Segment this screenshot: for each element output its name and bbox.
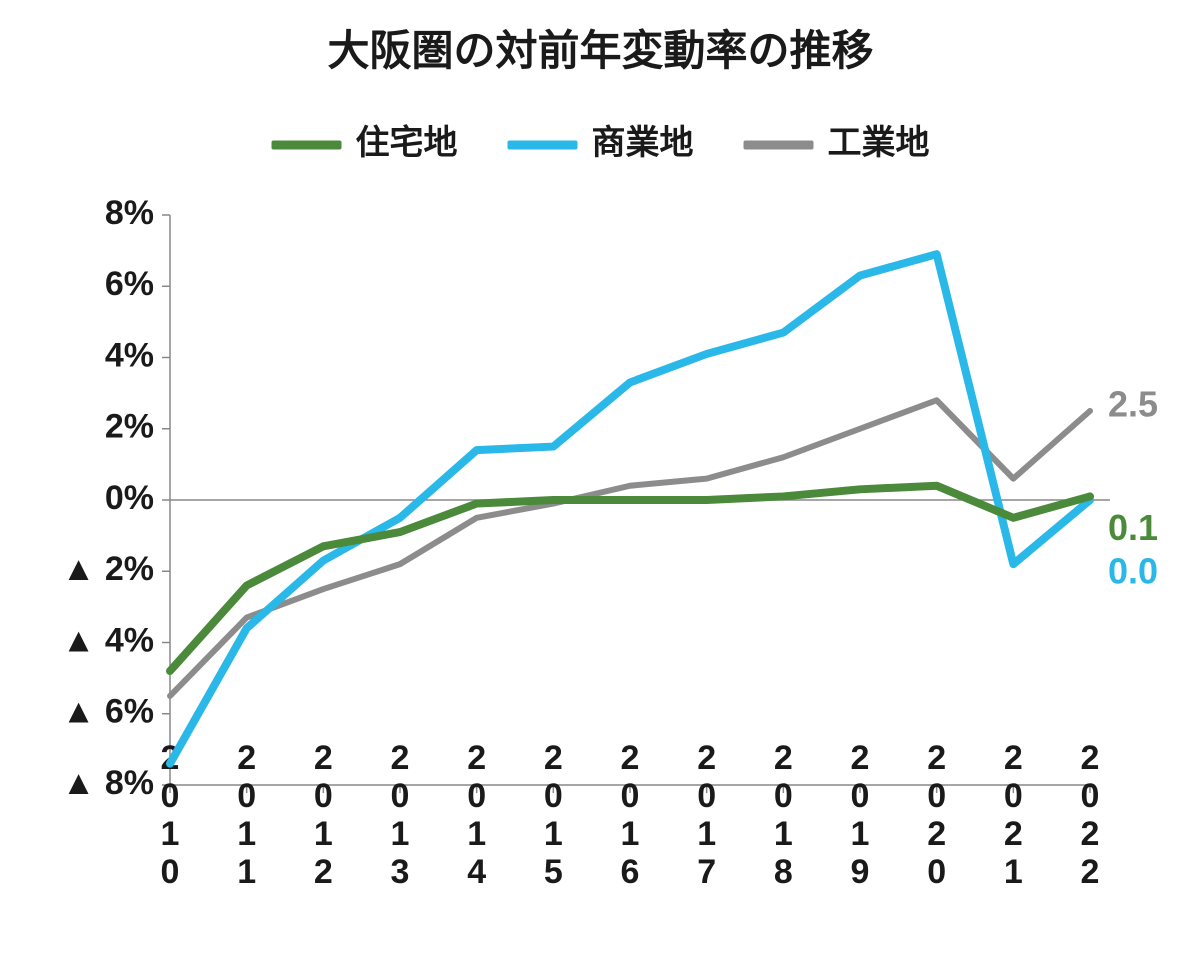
series-end-label: 0.1: [1108, 507, 1158, 548]
x-tick-label: 2015: [534, 739, 572, 891]
y-tick-label: ▲ 2%: [62, 550, 154, 588]
series-end-label: 0.0: [1108, 551, 1158, 592]
y-tick-label: ▲ 6%: [62, 693, 154, 731]
y-tick-label: 0%: [105, 479, 154, 517]
chart-container: { "chart": { "type": "line", "title": "大…: [0, 0, 1201, 956]
x-tick-label: 2014: [458, 739, 496, 891]
x-tick-label: 2018: [764, 739, 802, 891]
chart-svg: 大阪圏の対前年変動率の推移住宅地 商業地 工業地 ▲ 8% ▲ 6% ▲ 4% ▲ 2% 0%…: [0, 0, 1201, 956]
legend-swatch: [508, 141, 578, 150]
x-tick-label: 2012: [304, 739, 342, 891]
x-tick-label: 2016: [611, 739, 649, 891]
y-tick-label: 6%: [105, 265, 154, 303]
x-tick-label: 2022: [1071, 739, 1109, 891]
legend-swatch: [272, 141, 342, 150]
legend-label: 住宅地: [356, 123, 458, 162]
y-tick-label: 2%: [105, 408, 154, 446]
y-tick-label: 4%: [105, 336, 154, 374]
y-tick-label: ▲ 8%: [62, 764, 154, 802]
y-tick-label: ▲ 4%: [62, 621, 154, 659]
legend-label: 工業地: [828, 124, 930, 162]
x-tick-label: 2021: [994, 739, 1032, 891]
series-end-label: 2.5: [1108, 383, 1158, 424]
legend-label: 商業地: [592, 124, 694, 162]
chart-title: 大阪圏の対前年変動率の推移: [327, 27, 873, 74]
x-tick-label: 2011: [228, 739, 266, 891]
x-tick-label: 2019: [841, 739, 879, 891]
x-tick-label: 2020: [918, 739, 956, 891]
y-tick-label: 8%: [105, 194, 154, 232]
legend-swatch: [744, 141, 814, 150]
x-tick-label: 2013: [381, 739, 419, 891]
x-tick-label: 2017: [688, 739, 726, 891]
